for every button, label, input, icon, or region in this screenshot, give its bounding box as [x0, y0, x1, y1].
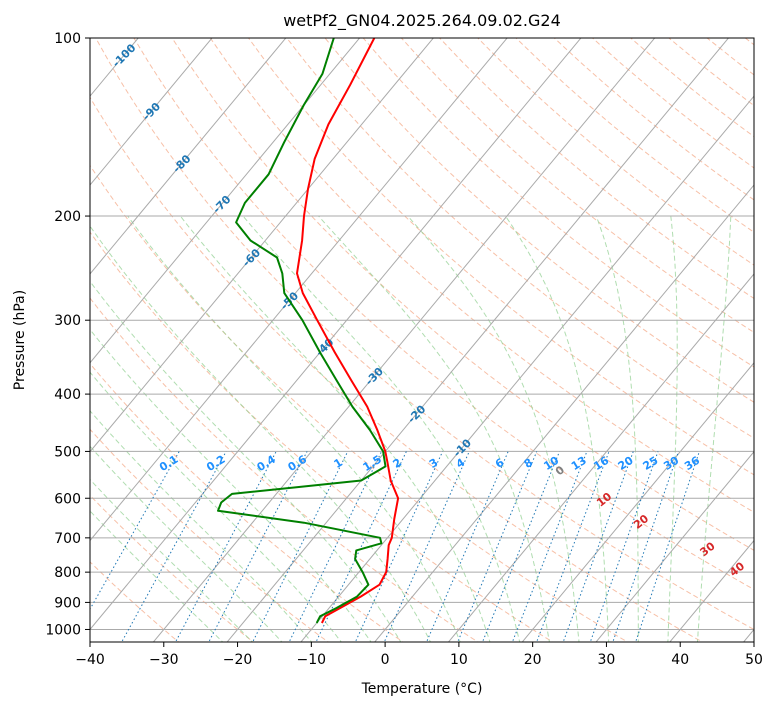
dry-adiabat-line [286, 38, 754, 439]
y-tick-label: 700 [54, 531, 81, 547]
y-tick-label: 900 [54, 595, 81, 611]
mixing-ratio-lines [90, 451, 700, 642]
y-tick-label: 300 [54, 313, 81, 329]
plot-frame [89, 37, 755, 643]
y-tick-label: 400 [54, 387, 81, 403]
x-tick-label: −40 [75, 652, 105, 668]
isotherm-line [226, 38, 730, 642]
chart-title: wetPf2_GN04.2025.264.09.02.G24 [283, 11, 561, 31]
moist-adiabat-line [127, 215, 461, 642]
mixing-ratio-line [426, 451, 509, 642]
x-tick-label: 0 [381, 652, 390, 668]
moist-adiabats [90, 215, 732, 642]
isotherm-line [90, 38, 435, 453]
moist-adiabat-line [242, 215, 521, 642]
mixing-ratio-line [481, 451, 560, 642]
isotherm-line [447, 273, 754, 642]
moist-adiabat-line [90, 478, 254, 642]
isotherm-line [90, 38, 508, 542]
x-tick-label: 30 [598, 652, 616, 668]
x-tick-label: 10 [450, 652, 468, 668]
moist-adiabat-line [90, 225, 432, 642]
y-axis-ticks: 100 200 300 400 500 600 700 800 900 1000 [45, 31, 90, 638]
x-axis-label: Temperature (°C) [361, 681, 483, 697]
isotherm-line [521, 362, 754, 642]
mixing-ratio-line [457, 451, 538, 642]
mixing-ratio-line [536, 451, 610, 642]
isotherm-line [374, 184, 754, 642]
isotherms [90, 38, 754, 642]
mixing-ratio-line [174, 451, 277, 642]
mixing-ratio-line [90, 451, 180, 611]
x-tick-label: −30 [149, 652, 179, 668]
moist-adiabat-line [179, 215, 491, 642]
isotherm-line [90, 38, 582, 631]
mixing-ratio-line [383, 451, 470, 642]
moist-adiabat-line [595, 215, 639, 642]
dry-adiabat-line [133, 38, 754, 590]
isotherm-line [90, 38, 361, 364]
y-tick-label: 800 [54, 565, 81, 581]
y-tick-label: 600 [54, 491, 81, 507]
moist-adiabat-line [667, 215, 678, 642]
y-tick-label: 200 [54, 209, 81, 225]
moist-adiabat-line [90, 410, 313, 642]
x-tick-label: −10 [297, 652, 327, 668]
x-tick-label: 20 [524, 652, 542, 668]
moist-adiabat-line [318, 215, 550, 642]
isobars [90, 38, 754, 630]
isotherm-line [595, 450, 754, 642]
mixing-ratio-line [121, 451, 227, 642]
isotherm-line [90, 38, 287, 275]
moist-adiabat-line [90, 371, 342, 642]
isotherm-line [152, 38, 656, 642]
isotherm-line [300, 95, 754, 642]
dry-adiabat-line [438, 38, 754, 300]
y-tick-label: 1000 [45, 622, 81, 638]
y-tick-label: 500 [54, 444, 81, 460]
mixing-ratio-line [511, 451, 588, 642]
mixing-ratio-line [208, 451, 308, 642]
x-tick-label: 40 [671, 652, 689, 668]
moist-adiabat-line [504, 215, 610, 642]
moist-adiabat-line [90, 445, 283, 642]
sounding-profiles [217, 38, 400, 624]
dry-adiabat-line [95, 38, 754, 631]
x-axis-ticks: −40 −30 −20 −10 0 10 20 30 40 50 [75, 642, 763, 668]
dry-adiabat-line [90, 428, 330, 642]
temperature-profile-line [296, 38, 400, 624]
moist-adiabat-line [696, 215, 732, 642]
y-axis-label: Pressure (hPa) [12, 290, 28, 390]
isotherm-line [90, 38, 213, 186]
x-tick-label: 50 [745, 652, 763, 668]
moist-adiabat-line [90, 328, 372, 642]
y-tick-label: 100 [54, 31, 81, 47]
dry-adiabat-line [400, 38, 754, 334]
dewpoint-profile-line [217, 38, 387, 624]
mixing-ratio-line [354, 451, 444, 642]
dry-adiabat-line [90, 231, 554, 642]
moist-adiabat-line [407, 215, 580, 642]
dry-adiabat-line [171, 38, 754, 551]
dry-adiabat-line [247, 38, 754, 476]
x-tick-label: −20 [223, 652, 253, 668]
moist-adiabat-line [90, 280, 402, 642]
